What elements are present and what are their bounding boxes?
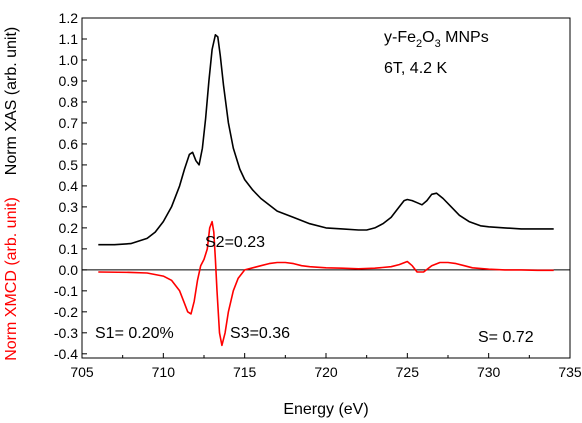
y-tick-label: 0.3 (59, 199, 79, 215)
x-tick-label: 735 (558, 364, 582, 380)
x-tick-label: 715 (233, 364, 257, 380)
y-tick-label: -0.2 (54, 304, 78, 320)
y-tick-label: 0.8 (59, 94, 79, 110)
x-tick-label: 730 (477, 364, 501, 380)
y-axis-title-xas: Norm XAS (arb. unit) (3, 27, 20, 175)
y-tick-label: 0.0 (59, 262, 79, 278)
y-axis-title-xmcd: Norm XMCD (arb. unit) (3, 197, 20, 361)
y-tick-label: 0.1 (59, 241, 79, 257)
xmcd-series-line (98, 220, 554, 347)
y-tick-label: 0.5 (59, 157, 79, 173)
s2-label: S2=0.23 (205, 234, 265, 251)
x-tick-label: 725 (396, 364, 420, 380)
y-tick-label: -0.4 (54, 346, 78, 362)
s1-label: S1= 0.20% (95, 325, 174, 342)
plot-frame (81, 17, 571, 359)
sample-label: y-Fe2O3 MNPs (384, 29, 489, 50)
y-tick-label: 1.1 (59, 31, 79, 47)
xas-series-line (98, 34, 554, 246)
y-tick-label: 1.2 (59, 10, 79, 26)
s-total-label: S= 0.72 (478, 329, 534, 346)
x-tick-label: 710 (152, 364, 176, 380)
y-tick-label: 0.2 (59, 220, 79, 236)
x-tick-label: 720 (314, 364, 338, 380)
x-axis-title: Energy (eV) (283, 401, 368, 418)
conditions-label: 6T, 4.2 K (384, 60, 447, 77)
y-tick-label: 0.7 (59, 115, 79, 131)
y-tick-label: 1.0 (59, 52, 79, 68)
s3-label: S3=0.36 (230, 325, 290, 342)
y-tick-label: 0.4 (59, 178, 79, 194)
y-tick-label: -0.3 (54, 325, 78, 341)
y-tick-label: 0.9 (59, 73, 79, 89)
y-tick-label: 0.6 (59, 136, 79, 152)
x-tick-label: 705 (70, 364, 94, 380)
y-tick-label: -0.1 (54, 283, 78, 299)
